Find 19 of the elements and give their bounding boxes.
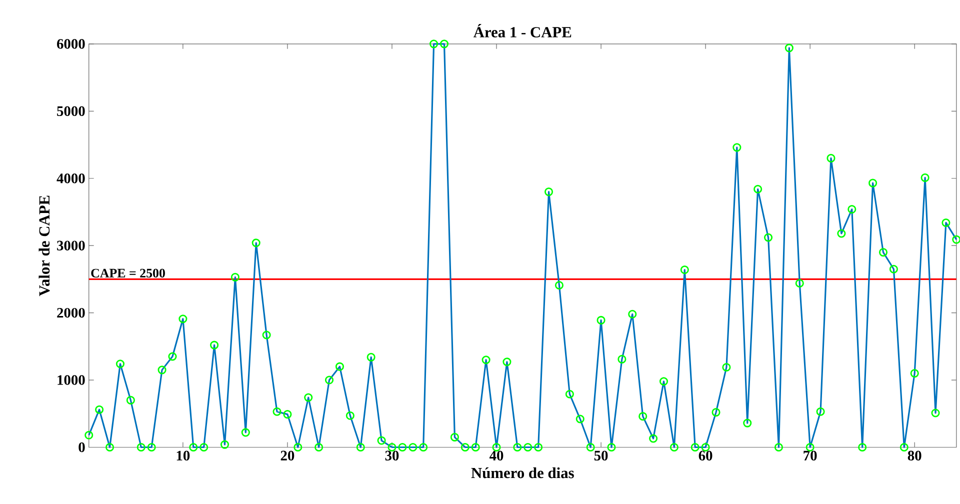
y-tick-label: 1000 (58, 375, 85, 385)
x-tick-label: 70 (804, 450, 817, 460)
x-tick-label: 50 (594, 450, 608, 460)
y-tick-label: 2000 (57, 308, 85, 318)
y-tick-label: 5000 (57, 106, 85, 116)
chart-title: Área 1 - CAPE (473, 24, 572, 38)
x-tick-label: 20 (280, 450, 294, 460)
y-tick-label: 6000 (57, 38, 85, 49)
x-tick-label: 80 (908, 450, 922, 460)
y-tick-label: 4000 (56, 173, 85, 184)
x-axis-title: Número de dias (471, 467, 574, 478)
x-tick-label: 60 (698, 450, 712, 460)
y-tick-label: 3000 (57, 240, 85, 250)
y-axis-title: Valor de CAPE (38, 196, 50, 296)
x-tick-label: 40 (490, 450, 504, 460)
x-tick-label: 30 (385, 450, 399, 460)
ref-line-label: CAPE = 2500 (91, 268, 165, 278)
y-tick-label: 0 (78, 442, 85, 452)
x-tick-label: 10 (176, 450, 190, 460)
